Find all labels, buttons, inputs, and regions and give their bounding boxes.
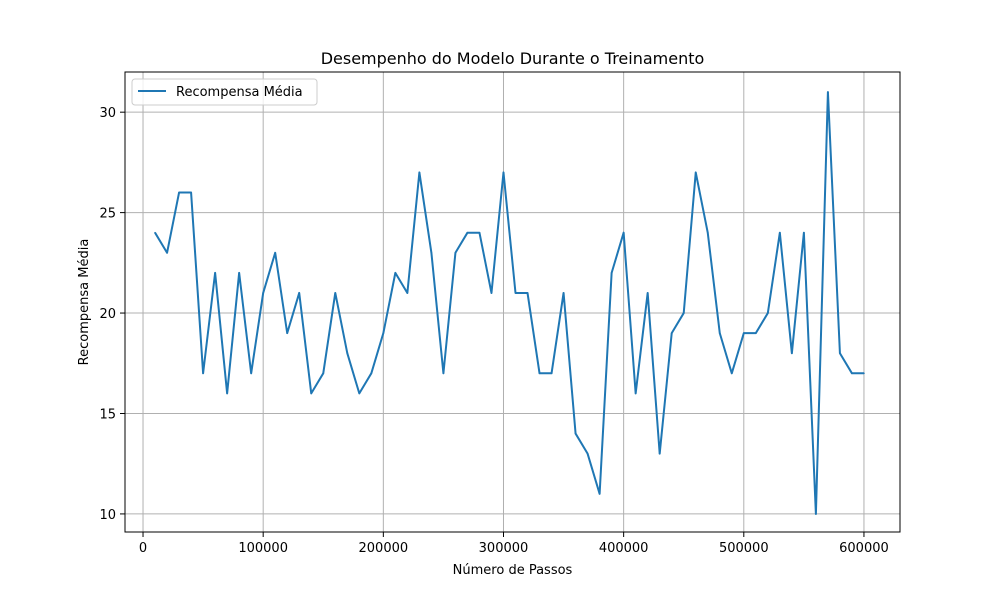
x-tick-label: 300000 <box>479 541 529 556</box>
data-point <box>755 332 757 334</box>
data-point <box>694 171 697 174</box>
legend-label: Recompensa Média <box>176 85 303 100</box>
legend-box <box>131 78 318 106</box>
data-point <box>250 372 252 375</box>
data-point <box>202 372 204 375</box>
x-tick-label: 100000 <box>238 541 288 556</box>
data-point <box>286 332 289 334</box>
data-point <box>550 372 553 375</box>
data-point <box>274 251 276 254</box>
data-point <box>803 231 805 234</box>
x-tick-label: 400000 <box>599 541 649 556</box>
data-point <box>779 231 781 234</box>
data-point <box>178 191 180 194</box>
data-point <box>442 372 445 375</box>
data-point <box>406 292 409 294</box>
data-point <box>718 332 721 334</box>
x-tick-label: 200000 <box>359 541 409 556</box>
data-point <box>598 493 601 495</box>
data-point <box>622 231 625 234</box>
data-point <box>562 292 565 294</box>
data-point <box>514 292 517 294</box>
grid-lines <box>125 72 900 532</box>
plot-area-frame <box>124 71 901 533</box>
data-point <box>322 372 325 375</box>
data-point <box>466 231 469 234</box>
data-point <box>730 372 733 375</box>
data-point <box>851 372 853 375</box>
x-tick-label: 500000 <box>719 541 769 556</box>
data-point <box>226 392 228 395</box>
data-point <box>670 332 673 334</box>
data-point <box>238 272 240 274</box>
data-point <box>574 432 577 435</box>
data-point <box>358 392 361 395</box>
y-axis-label: Recompensa Média <box>77 239 92 366</box>
data-point <box>382 332 385 334</box>
data-point <box>490 292 493 294</box>
data-point <box>418 171 421 174</box>
data-point <box>334 292 337 294</box>
x-tick-label: 0 <box>139 541 147 556</box>
data-point <box>538 372 541 375</box>
data-point <box>646 292 649 294</box>
data-point <box>478 231 481 234</box>
data-point <box>634 392 637 395</box>
series-lines <box>154 91 865 515</box>
data-point <box>839 352 841 355</box>
data-point <box>815 513 817 515</box>
data-point <box>863 372 865 375</box>
y-tick-label: 25 <box>99 207 116 222</box>
data-point <box>298 292 301 294</box>
data-point <box>767 312 769 314</box>
data-point <box>502 171 505 174</box>
y-tick-label: 15 <box>99 407 116 422</box>
data-point <box>154 231 156 234</box>
series-line-0 <box>154 91 864 515</box>
data-point <box>262 292 264 294</box>
x-axis-label: Número de Passos <box>453 563 573 578</box>
data-point <box>791 352 793 355</box>
data-point <box>454 251 457 254</box>
chart-title: Desempenho do Modelo Durante o Treinamen… <box>321 49 705 68</box>
data-point <box>682 312 685 314</box>
y-tick-label: 30 <box>99 106 116 121</box>
data-point <box>190 191 192 194</box>
data-point <box>214 272 216 274</box>
data-point <box>370 372 373 375</box>
data-point <box>742 332 745 334</box>
data-point <box>166 251 168 254</box>
data-point <box>610 272 613 274</box>
data-point <box>827 91 829 93</box>
data-point <box>586 452 589 455</box>
data-point <box>430 251 433 254</box>
y-tick-label: 10 <box>99 508 116 523</box>
data-point <box>658 452 661 455</box>
x-tick-label: 600000 <box>839 541 889 556</box>
x-axis-ticks: 0 100000 200000 300000 400000 500000 600000 <box>139 532 889 556</box>
data-point <box>310 392 313 395</box>
legend: Recompensa Média <box>131 78 318 106</box>
data-point <box>394 272 397 274</box>
data-point <box>526 292 529 294</box>
data-point <box>346 352 349 355</box>
y-axis-ticks: 10 15 20 25 30 <box>99 106 125 523</box>
data-point <box>706 231 709 234</box>
y-tick-label: 20 <box>99 307 116 322</box>
